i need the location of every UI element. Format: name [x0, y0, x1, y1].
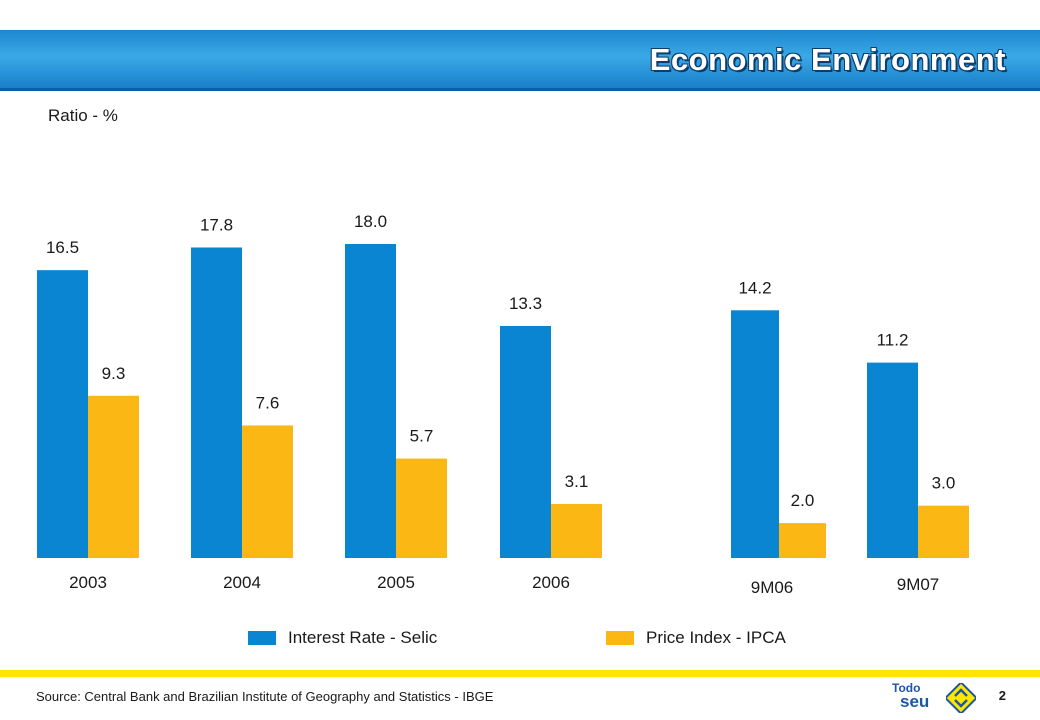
- page-title: Economic Environment: [649, 42, 1006, 77]
- bar-ipca-2005: [396, 458, 447, 558]
- y-axis-label: Ratio - %: [48, 106, 118, 125]
- category-label-9m06: 9M06: [751, 578, 794, 597]
- brand-wordmark: Todo seu: [892, 681, 940, 711]
- value-label-selic-9m06: 14.2: [738, 278, 771, 297]
- legend-label-ipca: Price Index - IPCA: [646, 628, 786, 647]
- bank-logo-icon: [946, 683, 976, 713]
- category-label-2004: 2004: [223, 573, 261, 592]
- category-label-2003: 2003: [69, 573, 107, 592]
- category-label-2006: 2006: [532, 573, 570, 592]
- legend-item-selic: Interest Rate - Selic: [248, 626, 437, 650]
- bar-selic-9m06: [731, 310, 779, 558]
- value-label-selic-2005: 18.0: [354, 212, 387, 231]
- value-label-ipca-2004: 7.6: [256, 393, 280, 412]
- brand-line-2: seu: [900, 692, 930, 711]
- bar-ipca-2004: [242, 425, 293, 558]
- legend-swatch-ipca: [606, 631, 634, 645]
- footer-rule: [0, 670, 1040, 677]
- bar-selic-2006: [500, 325, 551, 558]
- bar-selic-9m07: [867, 362, 918, 558]
- header-banner: [0, 30, 1040, 91]
- legend-swatch-selic: [248, 631, 276, 645]
- brand-line-1: Todo: [892, 681, 921, 695]
- value-label-selic-2004: 17.8: [200, 215, 233, 234]
- bar-selic-2005: [345, 244, 396, 558]
- category-label-9m07: 9M07: [897, 575, 940, 594]
- brand-logo: Todo seu: [892, 681, 984, 715]
- bar-ipca-2003: [88, 395, 139, 558]
- value-label-ipca-9m07: 3.0: [932, 474, 956, 493]
- bar-ipca-9m06: [779, 523, 826, 558]
- source-note: Source: Central Bank and Brazilian Insti…: [36, 689, 494, 704]
- bar-selic-2003: [37, 270, 88, 558]
- bar-ipca-9m07: [918, 505, 969, 558]
- bar-ipca-2006: [551, 503, 602, 558]
- legend-label-selic: Interest Rate - Selic: [288, 628, 438, 647]
- value-label-selic-9m07: 11.2: [877, 331, 909, 350]
- value-label-ipca-2005: 5.7: [410, 427, 434, 446]
- value-label-ipca-9m06: 2.0: [791, 491, 815, 510]
- legend-item-ipca: Price Index - IPCA: [606, 626, 786, 650]
- page-number: 2: [998, 688, 1006, 703]
- value-label-ipca-2006: 3.1: [565, 472, 589, 491]
- value-label-ipca-2003: 9.3: [102, 364, 126, 383]
- value-label-selic-2006: 13.3: [509, 294, 542, 313]
- category-label-2005: 2005: [377, 573, 415, 592]
- bar-selic-2004: [191, 247, 242, 558]
- value-label-selic-2003: 16.5: [46, 238, 79, 257]
